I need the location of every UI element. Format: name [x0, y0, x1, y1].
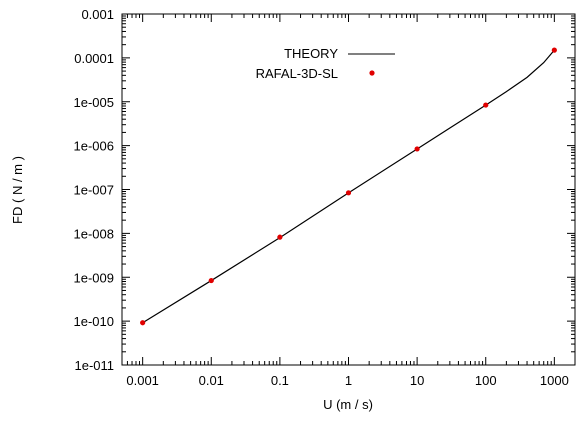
- y-tick-label: 0.0001: [74, 51, 114, 66]
- x-tick-label: 10: [410, 373, 424, 388]
- data-point-rafal: [208, 277, 214, 284]
- x-tick-label: 0.001: [126, 373, 159, 388]
- data-point-rafal: [345, 190, 352, 196]
- legend-marker-rafal: [369, 70, 375, 76]
- y-tick-label: 0.001: [81, 7, 114, 22]
- y-tick-label: 1e-008: [74, 226, 114, 241]
- series-group: [140, 47, 557, 326]
- data-point-rafal: [483, 102, 489, 108]
- x-tick-labels: 0.001 0.01 0.1 1 10 100 1000: [126, 373, 568, 388]
- x-tick-label: 0.1: [271, 373, 289, 388]
- x-tick-label: 1: [345, 373, 352, 388]
- data-point-rafal: [551, 47, 557, 53]
- y-tick-label: 1e-009: [74, 270, 114, 285]
- y-tick-label: 1e-007: [74, 183, 114, 198]
- x-axis-title: U (m / s): [323, 397, 373, 412]
- legend-label-rafal: RAFAL-3D-SL: [256, 66, 338, 81]
- y-axis-title: FD ( N / m ): [10, 156, 25, 224]
- x-tick-label: 1000: [540, 373, 569, 388]
- plot-frame: [121, 13, 576, 366]
- data-point-rafal: [414, 146, 420, 152]
- series-line-theory: [142, 49, 555, 324]
- y-tick-label: 1e-005: [74, 95, 114, 110]
- x-tick-label: 100: [475, 373, 497, 388]
- data-point-rafal: [277, 234, 283, 240]
- y-tick-labels: 1e-011 1e-010 1e-009 1e-008 1e-007 1e-006 1e-0…: [74, 7, 114, 373]
- y-tick-label: 1e-006: [74, 139, 114, 154]
- y-tick-label: 1e-010: [74, 314, 114, 329]
- data-point-rafal: [140, 320, 146, 326]
- legend: THEORY RAFAL-3D-SL: [256, 46, 395, 81]
- x-tick-label: 0.01: [199, 373, 224, 388]
- legend-label-theory: THEORY: [284, 46, 338, 61]
- y-tick-label: 1e-011: [74, 358, 114, 373]
- tick-marks: [121, 13, 576, 366]
